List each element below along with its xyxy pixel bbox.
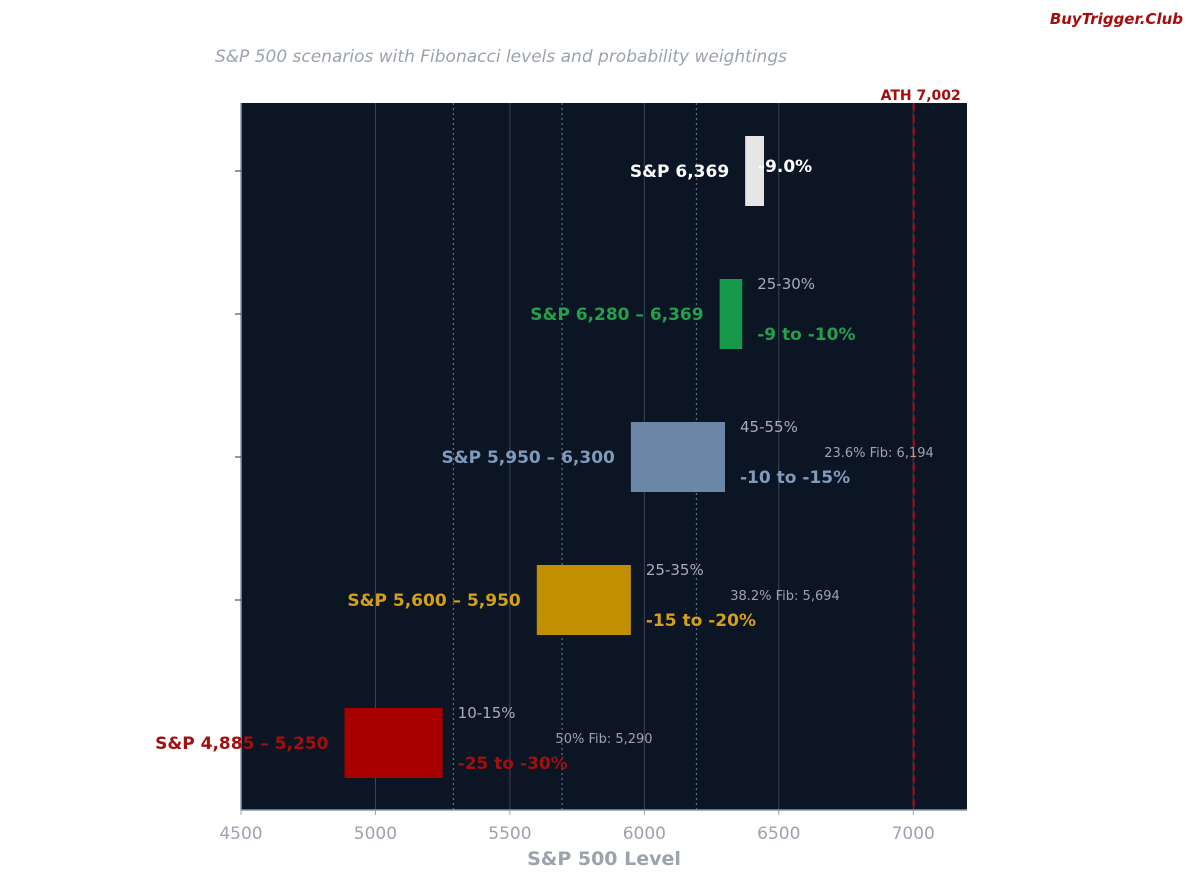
scenario-label: S&P 4,885 – 5,250 bbox=[155, 734, 329, 754]
probability-label: 25-30% bbox=[757, 275, 815, 293]
x-tick-label: 6500 bbox=[757, 824, 800, 844]
x-tick-label: 4500 bbox=[219, 824, 262, 844]
scenario-bar bbox=[344, 708, 443, 778]
x-tick-label: 5500 bbox=[488, 824, 531, 844]
scenario-label: S&P 5,600 – 5,950 bbox=[347, 591, 521, 611]
x-tick-label: 7000 bbox=[892, 824, 935, 844]
probability-label: 10-15% bbox=[458, 704, 516, 722]
chart-title: S&P 500 scenarios with Fibonacci levels … bbox=[215, 47, 787, 67]
fib-label: 50% Fib: 5,290 bbox=[555, 732, 652, 747]
x-axis-label: S&P 500 Level bbox=[527, 848, 681, 870]
change-label: -9.0% bbox=[758, 157, 812, 177]
probability-label: 25-35% bbox=[646, 561, 704, 579]
x-tick-label: 5000 bbox=[354, 824, 397, 844]
scenario-bar bbox=[719, 279, 743, 349]
fib-label: 38.2% Fib: 5,694 bbox=[730, 589, 840, 604]
scenario-bar bbox=[536, 565, 631, 635]
scenario-label: S&P 6,280 – 6,369 bbox=[530, 305, 703, 325]
scenario-label: S&P 5,950 – 6,300 bbox=[442, 448, 616, 468]
scenario-label: S&P 6,369 bbox=[630, 162, 729, 182]
probability-label: 45-55% bbox=[740, 418, 798, 436]
scenario-bar bbox=[630, 422, 725, 492]
scenario-bar bbox=[745, 136, 764, 206]
plot-area bbox=[241, 103, 967, 810]
change-label: -9 to -10% bbox=[757, 325, 855, 345]
x-tick-label: 6000 bbox=[623, 824, 666, 844]
change-label: -10 to -15% bbox=[740, 468, 850, 488]
fib-label: 23.6% Fib: 6,194 bbox=[824, 446, 934, 461]
change-label: -15 to -20% bbox=[646, 611, 756, 631]
ath-label: ATH 7,002 bbox=[881, 88, 961, 104]
brand-watermark: BuyTrigger.Club bbox=[1049, 10, 1183, 28]
change-label: -25 to -30% bbox=[458, 754, 568, 774]
